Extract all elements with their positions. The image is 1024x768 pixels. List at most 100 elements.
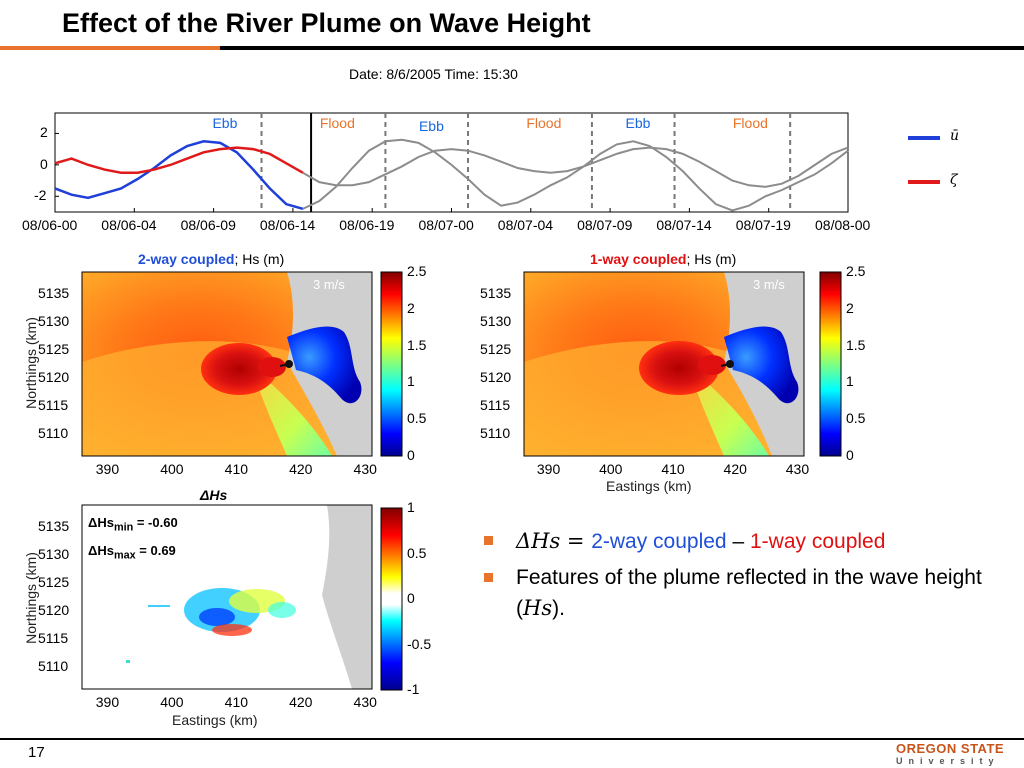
colorbar-tick-label: 1 [407,373,415,390]
bullet-2-suffix: ). [552,597,565,620]
map-1way-hs [523,271,805,457]
map-y-tick-label: 5115 [38,396,69,413]
title-rule-accent [0,46,220,50]
delta-min-label: ΔHs [88,515,114,530]
panel-title-2way-rest: ; Hs (m) [234,251,285,267]
map-x-tick-label: 390 [536,461,561,477]
bullet-1-prefix: ΔHs = [516,529,592,553]
timeseries-title: Date: 8/6/2005 Time: 15:30 [349,66,518,82]
map-y-tick-label: 5115 [38,629,69,646]
bullet-marker [484,536,493,545]
map-y-tick-label: 5120 [480,368,512,385]
delta-max-annotation: ΔHsmax = 0.69 [88,543,176,562]
footer-rule [0,738,1024,740]
colorbar-tick-label: 1.5 [846,336,866,353]
map-x-tick-label: 390 [95,461,120,477]
bullet-list: ΔHs = 2-way coupled – 1-way coupled Feat… [478,526,998,630]
x-tick-label: 08/07-14 [656,217,712,233]
land-mask [322,505,372,689]
map-x-tick-label: 420 [723,461,747,477]
xlabel-1way: Eastings (km) [606,478,692,494]
colorbar-tick-label: 0 [407,447,415,463]
x-tick-label: 08/07-19 [735,217,791,233]
bullet-2-text: Features of the plume reflected in the w… [516,566,982,620]
colorbar-tick-label: -1 [407,681,420,697]
page-number: 17 [28,744,45,761]
series-1-past [54,146,304,174]
ylabel-2way: Northings (km) [23,317,39,409]
colorbar-tick-label: 2.5 [407,263,427,279]
map-x-tick-label: 430 [353,694,377,710]
x-tick-label: 08/06-14 [259,217,316,233]
panel-title-delta: ΔHs [200,487,228,503]
map-y-tick-label: 5115 [480,396,511,413]
map-y-tick-label: 5135 [38,285,70,302]
map-y-tick-label: 5130 [38,546,70,563]
y-tick-label: 2 [40,124,48,141]
map-y-tick-label: 5125 [480,341,512,358]
timeseries-legend [908,136,940,184]
colorbar-tick-label: 2 [407,299,415,316]
x-tick-label: 08/08-00 [815,217,871,233]
map-y-tick-label: 5120 [38,368,70,385]
map-y-tick-label: 5125 [38,574,70,591]
colorbar-tick-label: 2 [846,299,854,316]
colorbar-tick-label: -0.5 [407,635,432,652]
map-y-tick-label: 5110 [480,424,511,441]
delta-max-value: = 0.69 [135,543,176,558]
map-x-tick-label: 420 [289,694,313,710]
tide-phase-label-4: Ebb [625,115,651,131]
map-x-tick-label: 430 [353,461,377,477]
vector-scale-label-2way: 3 m/s [313,277,345,292]
map-x-tick-label: 390 [95,694,120,710]
map-y-tick-label: 5135 [38,518,70,535]
map-y-tick-label: 5120 [38,601,70,618]
ylabel-delta: Northings (km) [23,552,39,644]
series-1-future [302,146,849,188]
panel-title-2way-bold: 2-way coupled [138,251,235,267]
x-tick-label: 08/06-09 [180,217,236,233]
y-tick-label: 0 [40,155,48,172]
colorbar-tick-label: 1.5 [407,336,427,353]
diff-negative-core [199,608,235,626]
estuary-low-hs [724,326,799,404]
university-logo-bottom: University [896,756,1000,766]
plume-high-hs [639,341,719,395]
bullet-marker [484,573,493,582]
map-y-tick-label: 5135 [480,285,512,302]
university-logo-top: OREGON STATE [896,741,1005,756]
hs-nearshore [689,367,769,456]
map-frame [81,504,373,690]
bullet-delta-definition: ΔHs = 2-way coupled – 1-way coupled [478,526,998,557]
x-tick-label: 08/06-19 [339,217,395,233]
bullet-1-sep: – [726,530,750,553]
x-tick-label: 08/07-04 [497,217,554,233]
map-y-tick-label: 5125 [38,341,70,358]
x-tick-label: 08/06-04 [101,217,157,233]
series-0-future [302,138,849,212]
delta-max-sub: max [113,549,136,562]
legend-label-0: ū [950,128,960,144]
map-y-tick-label: 5130 [480,313,512,330]
bullet-2-italic: Hs [523,596,553,620]
delta-min-value: = -0.60 [133,515,178,530]
colorbar-tick-label: 1 [407,499,415,515]
plume-high-hs [201,343,277,395]
title-rule [220,46,1024,50]
xlabel-delta: Eastings (km) [172,712,258,728]
colorbar-tick-label: 2.5 [846,263,866,279]
tide-phase-label-2: Ebb [418,118,444,134]
slide-title: Effect of the River Plume on Wave Height [62,8,591,38]
bullet-1-two-way: 2-way coupled [591,530,727,553]
plume-tip [258,357,286,377]
y-tick-label: -2 [34,187,47,204]
legend-label-1: ζ [950,172,958,188]
timeseries-frame [54,112,849,213]
map-y-tick-label: 5110 [38,424,69,441]
map-x-tick-label: 420 [289,461,313,477]
panel-title-1way-bold: 1-way coupled [590,251,687,267]
colorbar-tick-label: 0.5 [407,544,427,561]
hs-nearshore [252,367,332,456]
vector-arrow-shaft [279,363,290,367]
diff-streak [148,605,170,607]
